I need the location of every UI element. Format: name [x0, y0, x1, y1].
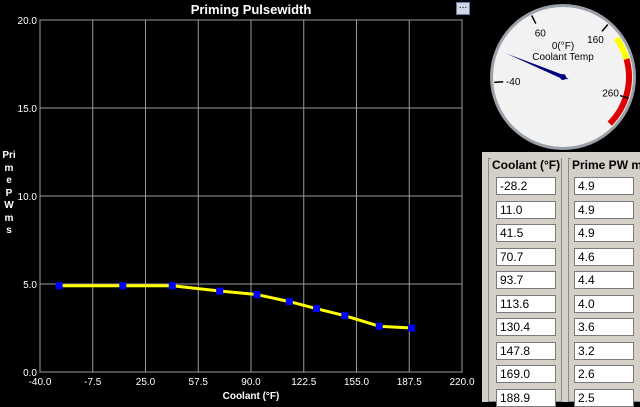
prime-pw-cell[interactable]: 4.0 — [574, 294, 634, 313]
priming-pulsewidth-chart[interactable]: -40.0 -7.5 25.0 57.5 90.0 122.5 155.0 187.5 220.… — [0, 0, 480, 402]
x-tick-label: 122.5 — [291, 377, 316, 388]
y-tick-label: 20.0 — [18, 16, 38, 27]
chart-menu-button[interactable]: ... — [456, 1, 470, 15]
prime-pw-cell[interactable]: 4.9 — [574, 177, 634, 195]
prime-pw-column-header: Prime PW m — [571, 158, 640, 172]
coolant-cell[interactable]: 147.8 — [496, 341, 556, 360]
gauge-ticks: -40 60 160 260 — [494, 15, 629, 100]
gauge-tick-label: -40 — [506, 77, 521, 88]
coolant-column: Coolant (°F) — [488, 158, 562, 402]
coolant-cell[interactable]: 11.0 — [496, 200, 556, 219]
gauge-tick-label: 60 — [535, 28, 547, 39]
prime-pw-cell[interactable]: 2.6 — [574, 365, 634, 383]
data-point[interactable] — [55, 282, 63, 290]
data-point[interactable] — [285, 298, 293, 306]
prime-pw-cell[interactable]: 4.4 — [574, 271, 634, 289]
prime-pw-cell[interactable]: 4.9 — [574, 224, 634, 242]
data-points[interactable] — [55, 282, 416, 332]
coolant-cell[interactable]: 93.7 — [496, 271, 556, 289]
x-tick-labels: -40.0 -7.5 25.0 57.5 90.0 122.5 155.0 187.5 220.… — [29, 377, 475, 388]
gauge-tick — [494, 80, 504, 84]
gauge-title: Coolant Temp — [532, 52, 594, 63]
coolant-cell[interactable]: 70.7 — [496, 247, 556, 266]
coolant-cell[interactable]: 113.6 — [496, 294, 556, 313]
gauge-needle — [505, 53, 569, 80]
data-point[interactable] — [119, 282, 127, 290]
gauge-danger-arc — [607, 58, 632, 126]
prime-pw-cell[interactable]: 3.2 — [574, 341, 634, 360]
coolant-temp-gauge: -40 60 160 260 0(°F) Coolant Temp — [490, 4, 636, 150]
data-point[interactable] — [313, 305, 321, 313]
x-tick-label: 220.0 — [449, 377, 474, 388]
data-point[interactable] — [216, 287, 224, 295]
gauge-tick-label: 260 — [602, 88, 619, 99]
coolant-column-header: Coolant (°F) — [491, 158, 562, 172]
gauge-tick-label: 160 — [587, 35, 604, 46]
x-tick-label: 57.5 — [189, 377, 209, 388]
x-tick-label: 187.5 — [397, 377, 422, 388]
coolant-cell[interactable]: 41.5 — [496, 224, 556, 242]
prime-pw-cell[interactable]: 2.5 — [574, 388, 634, 407]
x-tick-label: 25.0 — [136, 377, 156, 388]
x-tick-label: 155.0 — [344, 377, 369, 388]
prime-pw-cell[interactable]: 4.9 — [574, 200, 634, 219]
y-tick-label: 10.0 — [18, 192, 38, 203]
coolant-cell[interactable]: 169.0 — [496, 365, 556, 383]
x-tick-label: -40.0 — [29, 377, 52, 388]
gauge-tick — [619, 94, 629, 100]
y-tick-label: 5.0 — [23, 280, 37, 291]
table-panel: Coolant (°F) Prime PW m -28.2 4.9 11.0 4.9 4… — [482, 152, 640, 407]
data-point[interactable] — [408, 324, 416, 332]
chart-title: Priming Pulsewidth — [190, 2, 312, 17]
coolant-cell[interactable]: 188.9 — [496, 388, 556, 407]
coolant-cell[interactable]: -28.2 — [496, 177, 556, 195]
series-line — [59, 284, 412, 330]
y-tick-labels: 0.0 5.0 10.0 15.0 20.0 — [18, 16, 38, 379]
y-tick-label: 0.0 — [23, 368, 37, 379]
x-tick-label: -7.5 — [84, 377, 102, 388]
y-tick-label: 15.0 — [18, 104, 38, 115]
coolant-cell[interactable]: 130.4 — [496, 318, 556, 336]
prime-pw-cell[interactable]: 4.6 — [574, 247, 634, 266]
gauge-tick — [601, 24, 609, 32]
prime-pw-cell[interactable]: 3.6 — [574, 318, 634, 336]
data-point[interactable] — [341, 312, 349, 320]
grid-lines — [39, 19, 463, 373]
gauge-value-label: 0(°F) — [552, 41, 574, 52]
data-point[interactable] — [168, 282, 176, 290]
prime-pw-column: Prime PW m — [568, 158, 640, 402]
gauge-hub — [560, 74, 566, 80]
data-point[interactable] — [375, 322, 383, 330]
data-point[interactable] — [253, 291, 261, 299]
gauge-warning-arc — [613, 36, 630, 61]
x-axis-label: Coolant (°F) — [222, 391, 280, 402]
gauge-tick — [531, 15, 537, 24]
y-axis-label: Prime PW ms — [2, 150, 16, 236]
x-tick-label: 90.0 — [241, 377, 261, 388]
